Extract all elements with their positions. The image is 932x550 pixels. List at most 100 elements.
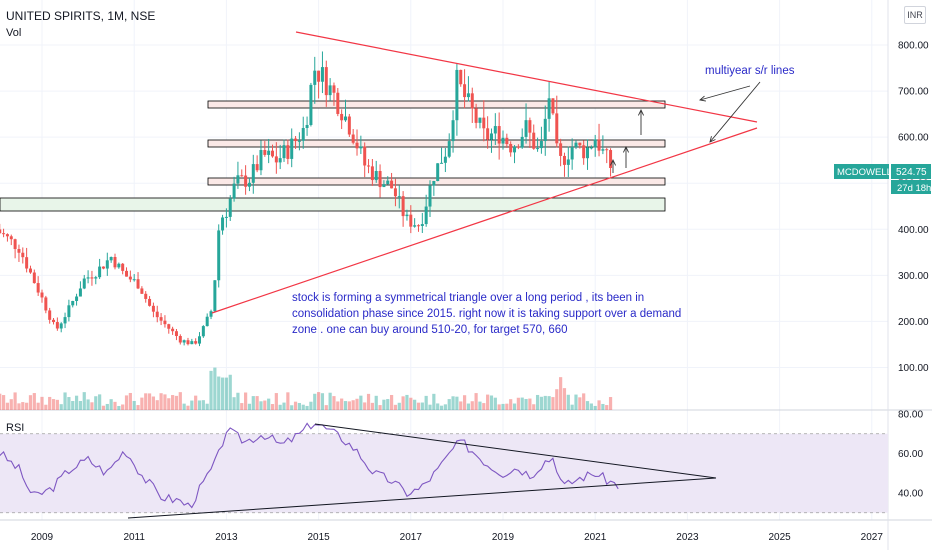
volume-bar xyxy=(1,395,6,410)
volume-bar xyxy=(462,395,467,410)
candle-body xyxy=(278,158,282,163)
volume-bar xyxy=(428,404,432,410)
volume-bar xyxy=(386,399,390,410)
volume-bar xyxy=(159,393,163,410)
volume-bar xyxy=(436,403,440,410)
volume-bar xyxy=(409,397,413,410)
volume-bar xyxy=(132,400,136,410)
volume-bar xyxy=(309,401,313,410)
volume-bar xyxy=(524,398,528,410)
volume-bar xyxy=(48,396,52,410)
volume-bar xyxy=(378,405,382,410)
candle-body xyxy=(182,340,186,343)
candle-body xyxy=(217,230,221,281)
volume-bar xyxy=(51,399,56,410)
candle-body xyxy=(201,326,205,337)
candle-body xyxy=(263,150,267,155)
volume-bar xyxy=(163,394,167,410)
candle-body xyxy=(290,138,294,159)
rsi-series xyxy=(0,422,717,519)
triangle-trendlines xyxy=(211,31,761,314)
candle-body xyxy=(528,120,532,133)
sr-zones xyxy=(0,100,666,212)
volume-bar xyxy=(255,396,259,410)
price-tick-label: 200.00 xyxy=(898,317,929,328)
volume-bar xyxy=(201,400,205,410)
volume-bar xyxy=(397,402,401,410)
candle-body xyxy=(121,263,125,271)
candle-body xyxy=(397,196,401,198)
volume-bar xyxy=(432,393,436,410)
candle-body xyxy=(386,180,390,185)
volume-bar xyxy=(274,393,278,410)
annotation-arrow xyxy=(699,85,751,101)
candle-body xyxy=(117,263,121,268)
candle-body xyxy=(547,98,551,119)
volume-bar xyxy=(509,399,513,410)
volume-bar xyxy=(559,377,563,410)
rsi-upper-trendline xyxy=(314,423,717,479)
candle-body xyxy=(401,196,405,217)
rsi-label: RSI xyxy=(6,422,25,434)
candle-body xyxy=(574,142,578,147)
volume-bar xyxy=(474,393,478,410)
candle-body xyxy=(532,132,536,149)
candle-body xyxy=(582,145,586,159)
price-axis[interactable]: 100.00200.00300.00400.00500.00600.00700.… xyxy=(898,41,929,375)
candle-body xyxy=(416,225,420,227)
volume-bar xyxy=(217,376,221,410)
volume-bar xyxy=(286,392,290,410)
volume-bar xyxy=(98,394,102,410)
annotation-arrowhead xyxy=(699,95,706,102)
currency-button[interactable]: INR xyxy=(904,6,926,24)
volume-bar xyxy=(401,396,405,410)
candle-body xyxy=(63,317,67,324)
candle-body xyxy=(570,146,574,160)
volume-bar xyxy=(313,393,317,410)
candle-body xyxy=(501,137,505,144)
candle-body xyxy=(5,234,9,237)
time-axis[interactable]: 2009 2011 2013 2015 2017 2019 2021 2023 2025 2027 xyxy=(31,532,883,543)
volume-bar xyxy=(186,405,190,410)
candle-body xyxy=(171,328,175,332)
candle-body xyxy=(497,126,501,144)
candle-body xyxy=(155,311,159,318)
volume-bar xyxy=(178,392,182,410)
volume-bar xyxy=(470,401,474,410)
candle-body xyxy=(489,133,493,140)
volume-bar xyxy=(393,404,398,410)
candle-body xyxy=(459,69,463,85)
volume-bar xyxy=(128,392,132,410)
candle-body xyxy=(393,188,397,197)
candle-body xyxy=(340,113,344,121)
candle-body xyxy=(440,162,444,164)
volume-bar xyxy=(232,397,236,410)
candle-body xyxy=(40,292,44,298)
candle-body xyxy=(271,150,274,157)
volume-bar xyxy=(578,397,582,410)
volume-bar xyxy=(105,403,109,410)
volume-bar xyxy=(589,403,593,410)
candle-body xyxy=(593,139,597,148)
volume-bar xyxy=(366,393,371,410)
volume-bar xyxy=(424,395,428,410)
rsi-line xyxy=(0,422,619,509)
volume-bar xyxy=(78,400,83,410)
time-tick-label: 2019 xyxy=(492,532,515,543)
volume-bar xyxy=(59,404,63,410)
time-tick-label: 2011 xyxy=(123,532,145,543)
rsi-axis[interactable]: 40.00 60.00 80.00 xyxy=(898,410,923,500)
sr-zone xyxy=(207,100,666,109)
volume-bar xyxy=(194,395,198,410)
volume-bar xyxy=(244,392,248,410)
volume-bar xyxy=(466,403,471,410)
candle-body xyxy=(113,257,117,268)
volume-bar xyxy=(228,374,232,410)
volume-bar xyxy=(71,400,75,410)
volume-bar xyxy=(267,398,271,410)
volume-bar xyxy=(55,399,59,410)
candle-body xyxy=(309,84,313,125)
lower-trendline xyxy=(211,127,758,314)
volume-bar xyxy=(355,398,359,410)
